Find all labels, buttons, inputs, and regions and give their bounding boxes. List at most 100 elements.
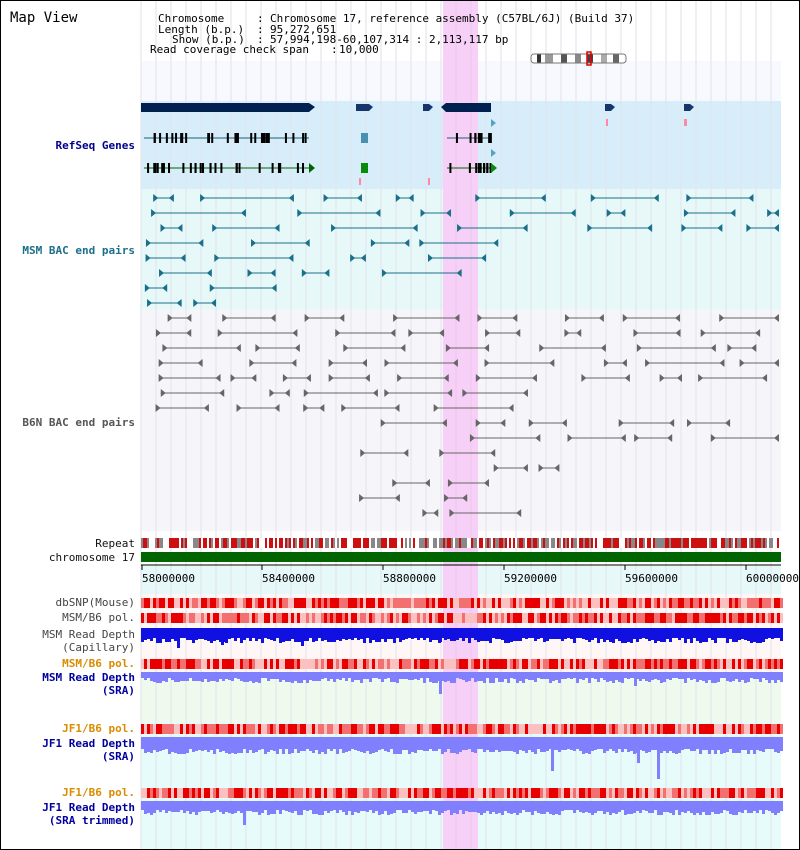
msm-b6-pol-cell [414, 659, 417, 669]
track-label-dbsnp[interactable]: dbSNP(Mouse) [55, 596, 135, 609]
jf1-b6-pol-cell [333, 788, 336, 798]
repeat-segment [279, 538, 281, 548]
msm-b6-pol-cell [396, 659, 399, 669]
repeat-segment [633, 538, 635, 548]
track-label-msm-bac-end-pairs[interactable]: MSM BAC end pairs [22, 244, 135, 257]
jf1-depth-trimmed-bar [732, 801, 735, 815]
jf1-depth-sra-bar [753, 737, 756, 754]
jf1-b6-pol-cell [654, 788, 657, 798]
jf1-b6-pol-cell [426, 724, 429, 734]
jf1-depth-sra-bar [690, 737, 693, 751]
track-label-jf1-read-depth[interactable]: JF1 Read Depth [42, 737, 135, 750]
track-label-msm-b6-pol-1[interactable]: MSM/B6 pol. [62, 611, 135, 624]
msm-b6-pol-cell [321, 613, 324, 623]
b6n-bac-pair-end [230, 374, 236, 382]
msm-depth-capillary-bar [705, 628, 708, 642]
msm-b6-pol-cell [549, 613, 552, 623]
msm-depth-sra-bar [699, 672, 702, 680]
b6n-bac-pair-end [160, 389, 166, 397]
msm-depth-sra-bar [639, 672, 642, 681]
jf1-depth-sra-bar [564, 737, 567, 750]
repeat-segment [305, 538, 307, 548]
msm-depth-sra-bar [510, 672, 513, 678]
msm-depth-capillary-bar [411, 628, 414, 639]
msm-depth-sra-bar [588, 672, 591, 683]
msm-b6-pol-cell [597, 613, 600, 623]
exon [211, 133, 214, 143]
track-label-chromosome[interactable]: chromosome 17 [48, 551, 135, 564]
track-label-msm-read-depth-capillary[interactable]: MSM Read Depth [42, 628, 135, 641]
msm-b6-pol-cell [369, 659, 372, 669]
jf1-depth-sra-bar [192, 737, 195, 752]
b6n-bac-pair-end [162, 344, 168, 352]
msm-depth-sra-bar [261, 672, 264, 678]
dbsnp-cell [414, 598, 417, 608]
b6n-bac-pair-end [636, 344, 642, 352]
jf1-depth-sra-bar [528, 737, 531, 750]
exon [292, 133, 295, 143]
msm-b6-pol-cell [540, 659, 543, 669]
repeat-segment [521, 538, 523, 548]
msm-b6-pol-cell [339, 659, 342, 669]
b6n-bac-pair-end [581, 374, 587, 382]
jf1-b6-pol-cell [576, 788, 579, 798]
jf1-depth-sra-bar [639, 737, 642, 750]
jf1-b6-pol-cell [369, 724, 372, 734]
repeat-segment [245, 538, 247, 548]
msm-depth-sra-bar [168, 672, 171, 678]
repeat-segment [657, 538, 659, 548]
repeat-segment [403, 538, 405, 548]
msm-b6-pol-cell [426, 659, 429, 669]
msm-bac-pair-end [271, 284, 277, 292]
msm-b6-pol-cell [426, 613, 429, 623]
track-label-jf1-b6-pol-2[interactable]: JF1/B6 pol. [62, 786, 135, 799]
track-label-refseq-genes[interactable]: RefSeq Genes [55, 139, 135, 152]
jf1-b6-pol-cell [189, 788, 192, 798]
b6n-bac-pair-end [475, 374, 481, 382]
msm-b6-pol-cell [174, 613, 177, 623]
jf1-depth-trimmed-bar [621, 801, 624, 810]
track-label-msm-read-depth-sra[interactable]: MSM Read Depth [42, 671, 135, 684]
repeat-segment [295, 538, 297, 548]
track-label-jf1-b6-pol-1[interactable]: JF1/B6 pol. [62, 722, 135, 735]
msm-depth-sra-bar [582, 672, 585, 680]
track-label-msm-b6-pol-2[interactable]: MSM/B6 pol. [62, 657, 135, 670]
repeat-segment [523, 538, 525, 548]
jf1-b6-pol-cell [717, 788, 720, 798]
msm-b6-pol-cell [522, 659, 525, 669]
msm-depth-capillary-bar [312, 628, 315, 642]
jf1-b6-pol-cell [711, 724, 714, 734]
msm-depth-sra-bar [573, 672, 576, 678]
jf1-depth-sra-bar [231, 737, 234, 753]
jf1-b6-pol-cell [231, 788, 234, 798]
dbsnp-cell [318, 598, 321, 608]
jf1-depth-sra-bar [282, 737, 285, 754]
jf1-depth-trimmed-bar [315, 801, 318, 814]
msm-depth-capillary-bar [189, 628, 192, 640]
jf1-b6-pol-cell [672, 724, 675, 734]
jf1-depth-trimmed-bar [339, 801, 342, 810]
track-label-jf1-read-depth-trimmed[interactable]: JF1 Read Depth [42, 801, 135, 814]
dbsnp-cell [762, 598, 765, 608]
msm-b6-pol-cell [465, 659, 468, 669]
jf1-b6-pol-cell [600, 788, 603, 798]
dbsnp-cell [723, 598, 726, 608]
jf1-b6-pol-cell [261, 788, 264, 798]
jf1-b6-pol-cell [651, 724, 654, 734]
msm-b6-pol-cell [420, 659, 423, 669]
track-label-repeat[interactable]: Repeat [95, 537, 135, 550]
repeat-segment [243, 538, 245, 548]
jf1-b6-pol-cell [285, 724, 288, 734]
repeat-segment [453, 538, 455, 548]
dbsnp-cell [213, 598, 216, 608]
repeat-segment [429, 538, 431, 548]
jf1-b6-pol-cell [570, 724, 573, 734]
msm-depth-capillary-bar [684, 628, 687, 643]
jf1-b6-pol-cell [642, 788, 645, 798]
msm-depth-capillary-bar [348, 628, 351, 639]
track-label-b6n-bac-end-pairs[interactable]: B6N BAC end pairs [22, 416, 135, 429]
b6n-bac-pair-end [512, 314, 518, 322]
repeat-segment [501, 538, 503, 548]
jf1-depth-sra-bar [513, 737, 516, 752]
